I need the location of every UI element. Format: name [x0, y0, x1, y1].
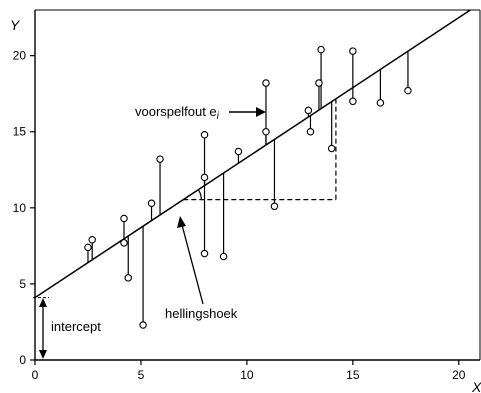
- data-point: [156, 155, 164, 163]
- data-point: [404, 86, 412, 95]
- x-axis-label: X: [471, 379, 481, 393]
- intercept-arrow-head-top: [39, 298, 47, 307]
- data-point: [327, 144, 336, 153]
- data-point: [349, 97, 357, 106]
- data-point: [200, 249, 209, 258]
- intercept-arrow-head-bottom: [39, 350, 47, 359]
- data-point: [147, 199, 156, 208]
- slope-label: hellingshoek: [165, 306, 238, 321]
- error-label-subscript: i: [217, 111, 220, 122]
- x-tick-label: 10: [240, 368, 254, 382]
- y-tick-label: 20: [13, 49, 27, 63]
- data-point: [124, 274, 132, 282]
- data-point: [317, 45, 325, 54]
- data-point: [139, 321, 147, 329]
- data-point: [88, 236, 96, 244]
- intercept-label: intercept: [51, 319, 101, 334]
- data-point: [120, 239, 128, 247]
- regression-line: [34, 9, 471, 299]
- data-point: [234, 147, 243, 156]
- data-point: [262, 79, 270, 87]
- data-point: [306, 127, 315, 136]
- y-tick-label: 0: [19, 353, 26, 367]
- error-arrow-head: [256, 107, 266, 117]
- y-tick-label: 10: [13, 201, 27, 215]
- x-tick-label: 20: [452, 368, 466, 382]
- data-points: [84, 45, 412, 329]
- x-tick-label: 5: [138, 368, 145, 382]
- data-point: [84, 243, 92, 252]
- residual-lines: [87, 49, 409, 325]
- data-point: [349, 47, 357, 55]
- axes: Y X: [10, 9, 481, 393]
- ticks: 0 5 10 15 20 0 5 10 15 20: [13, 49, 466, 382]
- slope-angle-arc: [197, 189, 202, 200]
- data-point: [219, 252, 228, 261]
- data-point: [270, 202, 279, 211]
- y-tick-label: 15: [13, 125, 27, 139]
- data-point: [376, 99, 385, 107]
- y-tick-label: 5: [19, 277, 26, 291]
- data-point: [262, 127, 270, 136]
- data-point: [120, 214, 128, 223]
- y-axis-label: Y: [10, 17, 21, 33]
- data-point: [304, 106, 313, 115]
- slope-triangle: [183, 98, 337, 201]
- data-point: [200, 131, 209, 139]
- regression-layer: [33, 9, 471, 299]
- x-tick-label: 0: [32, 368, 39, 382]
- slope-arrow-head: [177, 216, 186, 228]
- slope-arrow: [181, 224, 204, 305]
- error-label: voorspelfout ei: [135, 104, 220, 122]
- data-point: [200, 173, 209, 182]
- annotations: voorspelfout ei hellingshoek intercept: [39, 104, 266, 359]
- x-tick-label: 15: [346, 368, 360, 382]
- data-point: [315, 79, 323, 87]
